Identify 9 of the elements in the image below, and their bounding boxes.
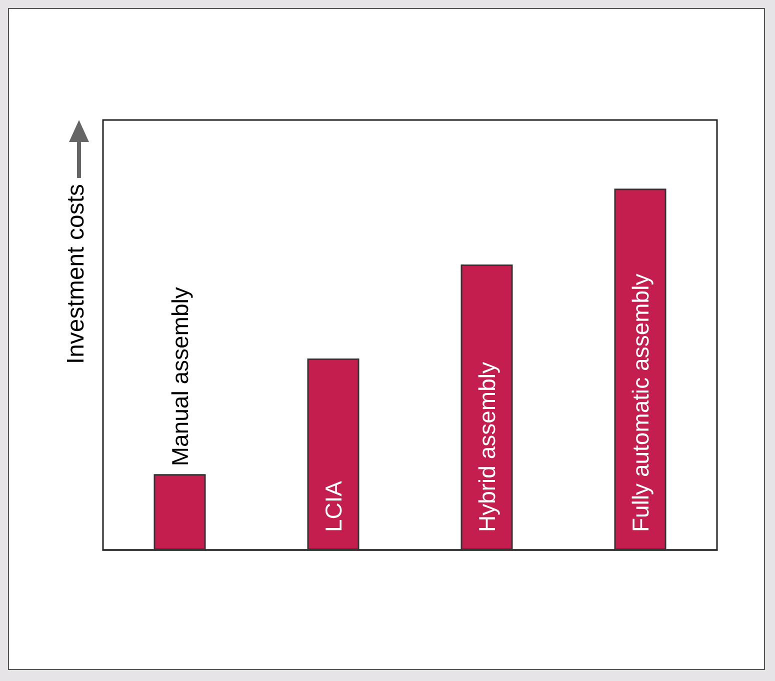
x-tick-label: LCIA — [320, 480, 346, 532]
bar — [460, 264, 513, 550]
y-axis-title: Investment costs — [62, 184, 90, 364]
bar — [154, 474, 206, 550]
bar — [614, 188, 666, 550]
x-tick-label: Fully automatic assembly — [627, 273, 654, 532]
bar — [307, 358, 360, 550]
x-tick-label: Manual assembly — [166, 286, 193, 466]
x-tick-label: Hybrid assembly — [474, 362, 500, 532]
